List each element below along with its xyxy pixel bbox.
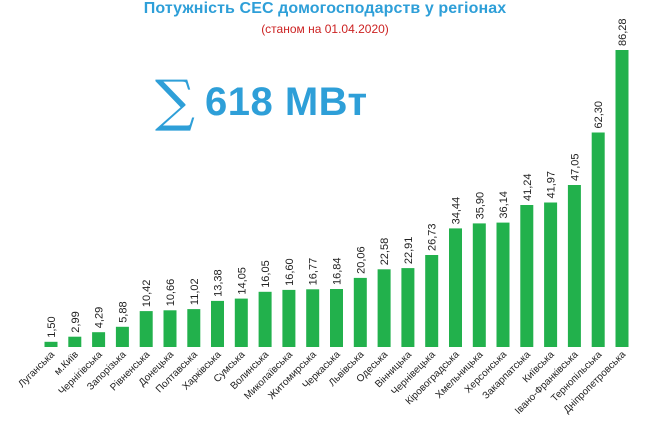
bar-value-label: 16,77 xyxy=(308,258,320,286)
total-summary: ∑ 618 МВт xyxy=(155,72,368,132)
bar-value-label: 10,66 xyxy=(165,279,177,307)
bar-value-label: 36,14 xyxy=(498,191,510,219)
bar-9 xyxy=(234,298,248,347)
bar-value-label: 2,99 xyxy=(70,311,82,332)
bar-value-label: 20,06 xyxy=(355,246,367,274)
bar-value-label: 35,90 xyxy=(474,192,486,220)
bar-25 xyxy=(615,50,629,347)
bar-value-label: 41,97 xyxy=(546,171,558,199)
bar-value-label: 22,91 xyxy=(403,237,415,265)
bar-12 xyxy=(306,289,320,347)
bar-19 xyxy=(472,223,486,347)
bar-3 xyxy=(92,332,106,347)
total-value: 618 МВт xyxy=(204,79,368,124)
bar-5 xyxy=(139,311,153,347)
bar-24 xyxy=(591,132,605,347)
bar-value-label: 13,38 xyxy=(213,269,225,297)
bar-value-label: 5,88 xyxy=(117,301,129,322)
bar-23 xyxy=(567,185,581,347)
bar-11 xyxy=(282,289,296,347)
value-labels-layer: 1,50 2,99 4,29 5,88 10,42 10,66 11,02 13,38 14,0… xyxy=(46,18,629,337)
bar-4 xyxy=(115,326,129,347)
bar-value-label: 1,50 xyxy=(46,316,58,337)
bar-value-label: 16,05 xyxy=(260,260,272,288)
bar-17 xyxy=(425,255,439,347)
chart-subtitle: (станом на 01.04.2020) xyxy=(261,22,389,36)
bar-6 xyxy=(163,310,177,347)
bar-value-label: 41,24 xyxy=(522,173,534,201)
bar-16 xyxy=(401,268,415,347)
bar-8 xyxy=(211,300,224,347)
bar-value-label: 4,29 xyxy=(94,307,106,328)
bar-value-label: 16,60 xyxy=(284,258,296,286)
bar-value-label: 26,73 xyxy=(427,223,439,251)
category-labels-layer: Луганськам.КиївЧернігівськаЗапорізькаРів… xyxy=(16,349,628,417)
bar-10 xyxy=(258,291,272,347)
bars-layer xyxy=(44,50,629,347)
bar-value-label: 14,05 xyxy=(236,267,248,295)
bar-1 xyxy=(44,341,58,347)
bar-value-label: 16,84 xyxy=(332,257,344,285)
bar-7 xyxy=(187,309,201,347)
sigma-icon: ∑ xyxy=(155,69,195,134)
bar-22 xyxy=(544,202,558,347)
bar-value-label: 10,42 xyxy=(141,280,153,308)
bar-13 xyxy=(330,289,343,347)
bar-value-label: 86,28 xyxy=(617,18,629,46)
bar-value-label: 62,30 xyxy=(593,101,605,129)
bar-value-label: 34,44 xyxy=(451,197,463,225)
chart-title: Потужність СЕС домогосподарств у регіона… xyxy=(143,0,507,17)
bar-2 xyxy=(68,336,82,347)
category-label: Луганська xyxy=(16,349,57,390)
bar-14 xyxy=(353,277,367,347)
bar-18 xyxy=(449,228,462,347)
bar-20 xyxy=(496,222,510,347)
bar-21 xyxy=(520,205,534,347)
bar-value-label: 22,58 xyxy=(379,238,391,266)
bar-value-label: 47,05 xyxy=(569,153,581,181)
bar-15 xyxy=(377,269,391,347)
bar-value-label: 11,02 xyxy=(189,278,201,305)
